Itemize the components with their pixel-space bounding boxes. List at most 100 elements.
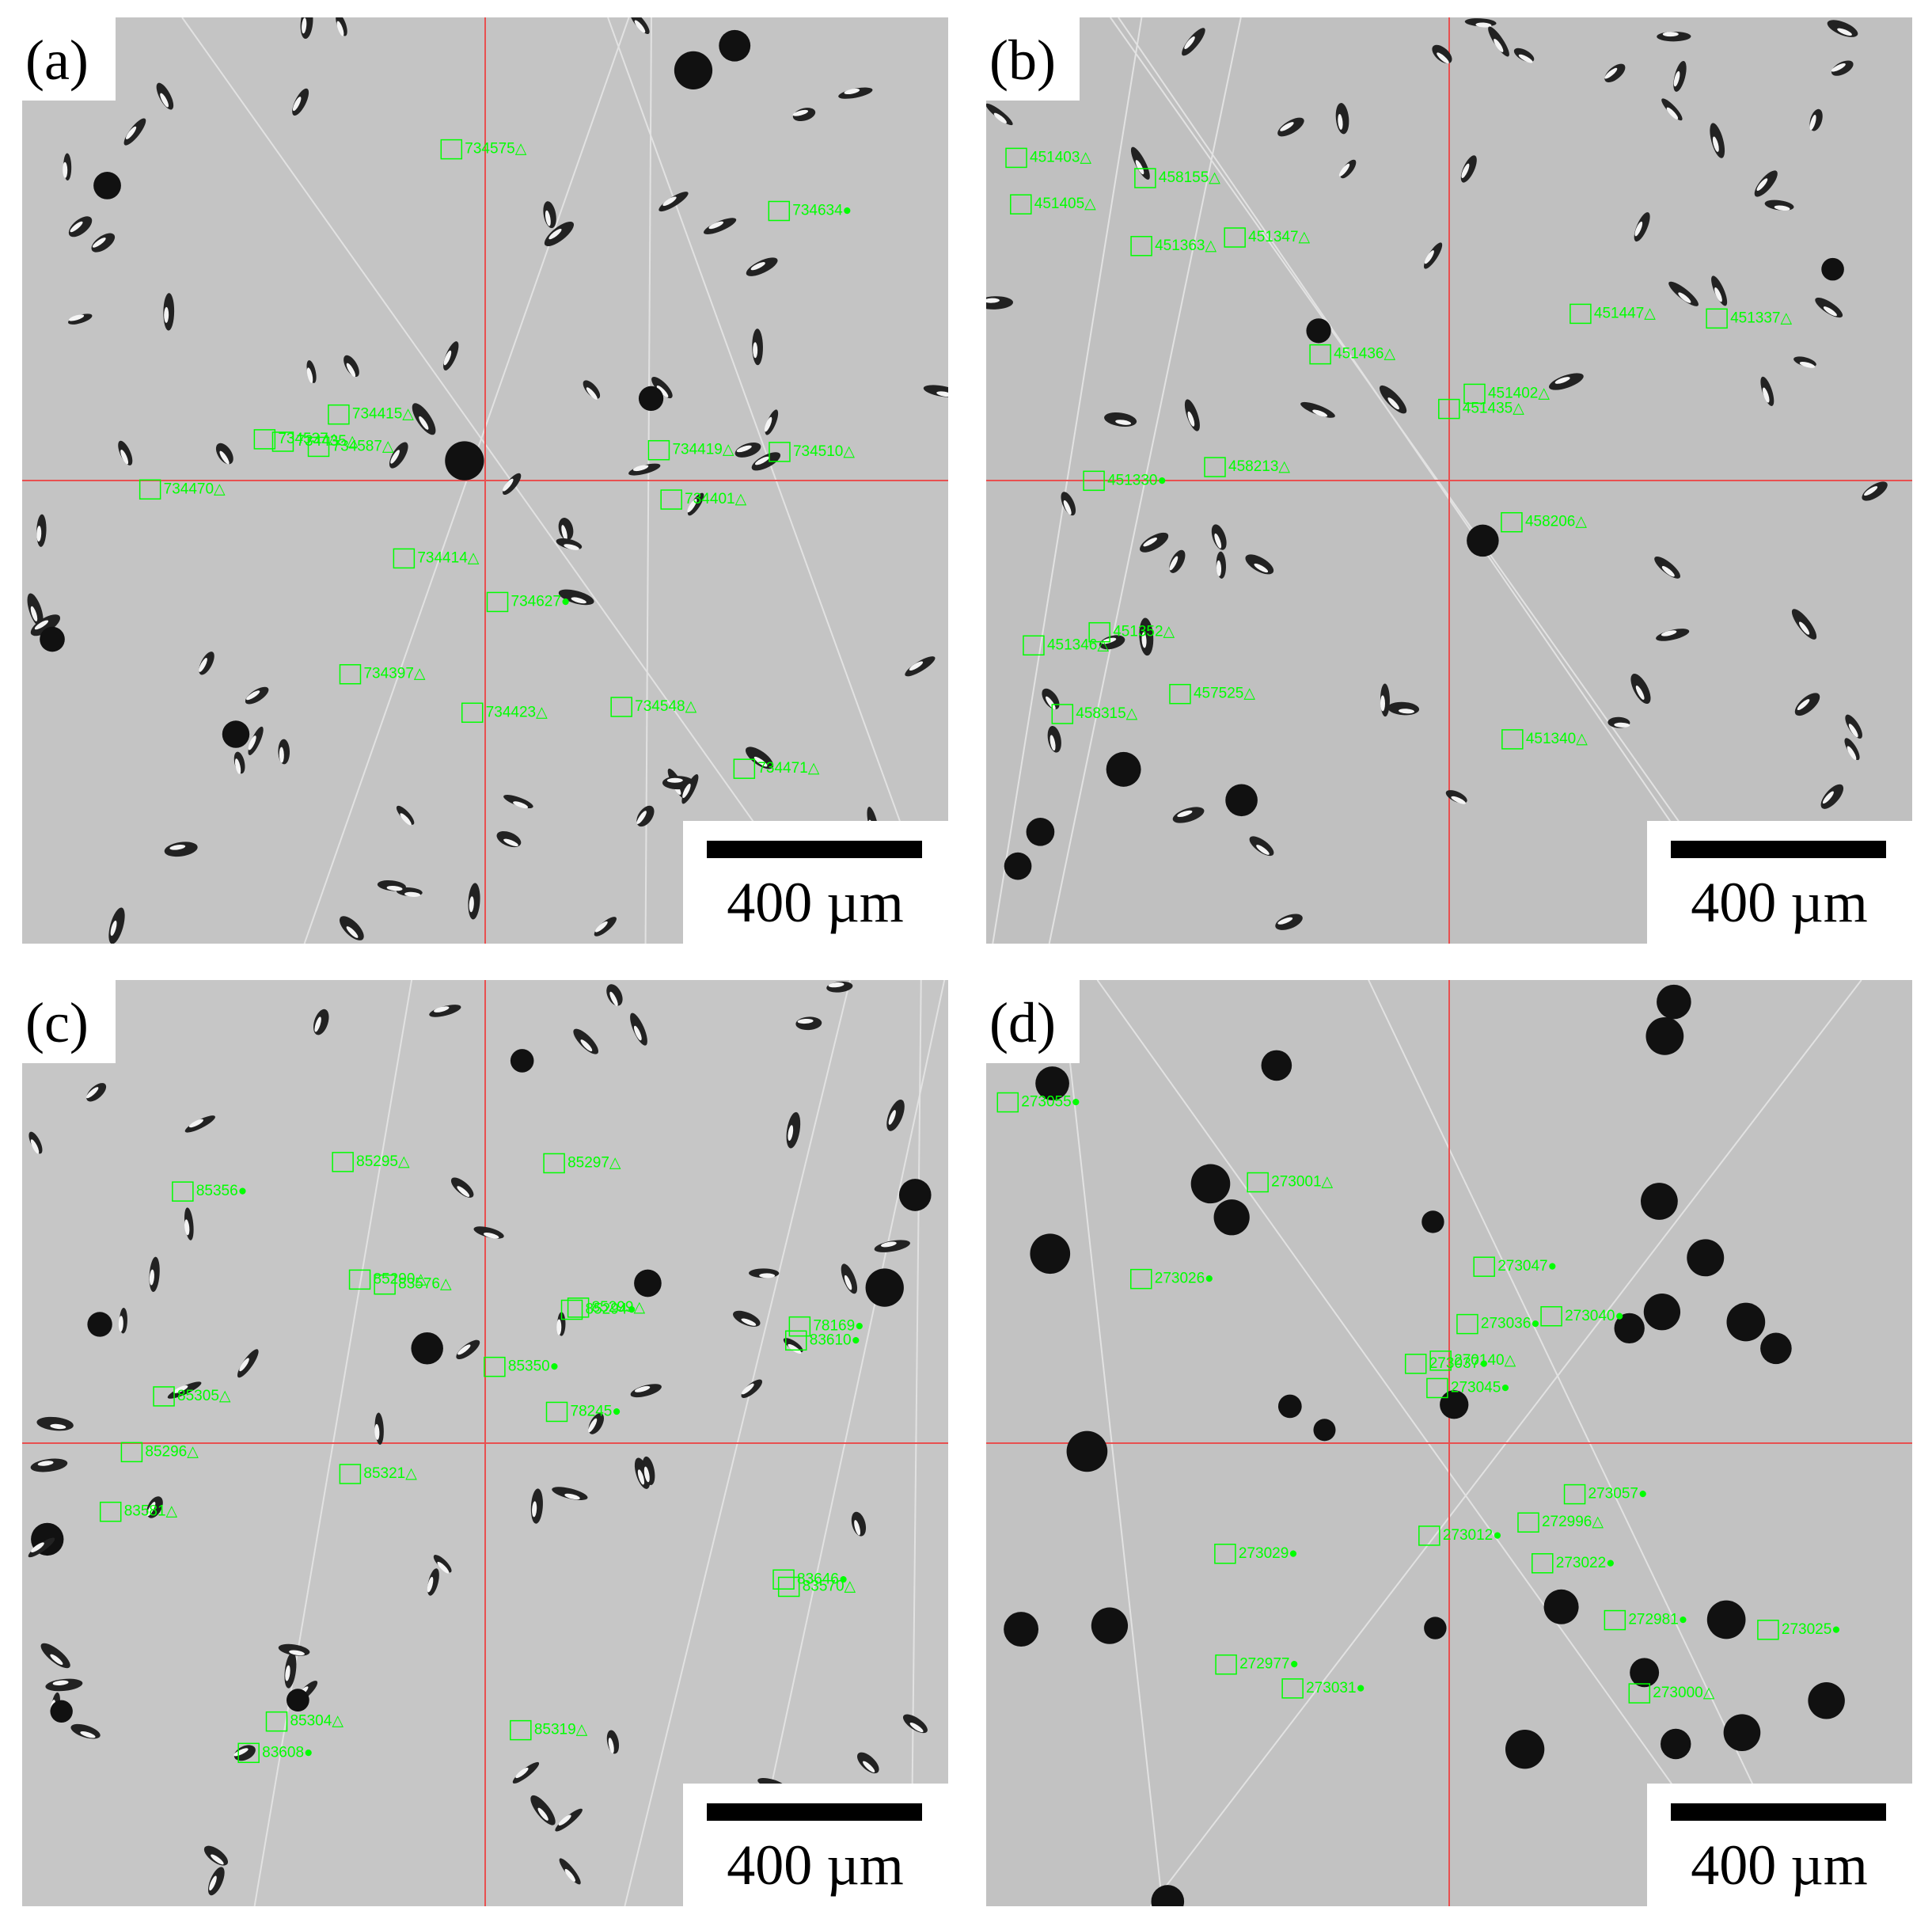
particle bbox=[1099, 635, 1125, 650]
particle-id: 734471△ bbox=[757, 760, 819, 777]
particle-highlight bbox=[1177, 810, 1193, 818]
scale-bar bbox=[1671, 841, 1886, 858]
particle bbox=[630, 1012, 647, 1046]
particle-highlight bbox=[31, 1542, 44, 1552]
particle-highlight bbox=[302, 17, 307, 34]
particle bbox=[923, 385, 948, 397]
pore bbox=[1723, 1714, 1761, 1752]
particle-id: 451346△ bbox=[1047, 636, 1109, 653]
particle-id: 734415△ bbox=[352, 406, 414, 423]
detection-box bbox=[1083, 470, 1105, 492]
particle-highlight bbox=[564, 544, 579, 550]
micrograph-panel: 272996△ 273036● 273000△ 273025● 273022● 27303… bbox=[986, 980, 1912, 1906]
particle-highlight bbox=[741, 1318, 757, 1326]
particle-highlight bbox=[687, 499, 697, 513]
particle-highlight bbox=[1661, 630, 1677, 636]
particle bbox=[86, 1083, 107, 1102]
particle bbox=[27, 593, 44, 627]
particle-highlight bbox=[68, 314, 85, 321]
pore bbox=[1614, 1313, 1645, 1344]
detection-box bbox=[1418, 1525, 1440, 1546]
particle-highlight bbox=[1635, 686, 1645, 700]
particle bbox=[1300, 401, 1335, 418]
particle-highlight bbox=[993, 112, 1007, 123]
particle-highlight bbox=[246, 690, 260, 701]
particle bbox=[1711, 275, 1728, 306]
scale-label: 400 µm bbox=[1691, 871, 1868, 934]
pore bbox=[865, 1268, 904, 1307]
particle bbox=[67, 313, 93, 325]
particle-id: 85305△ bbox=[177, 1388, 231, 1404]
particle bbox=[456, 1339, 480, 1360]
particle-highlight bbox=[1254, 563, 1269, 573]
particle bbox=[1211, 524, 1227, 550]
particle-id: 273047● bbox=[1497, 1258, 1557, 1275]
label-box bbox=[22, 980, 116, 1063]
detection-box bbox=[560, 1299, 583, 1320]
particle-id: 83581△ bbox=[124, 1503, 178, 1520]
pore bbox=[1151, 1885, 1185, 1906]
particle-highlight bbox=[844, 1275, 852, 1290]
particle-highlight bbox=[1604, 67, 1618, 79]
detection-box bbox=[545, 1401, 568, 1423]
particle-highlight bbox=[909, 1722, 924, 1733]
particle-highlight bbox=[1634, 221, 1643, 237]
particle bbox=[412, 403, 436, 435]
particle-highlight bbox=[986, 298, 1000, 303]
pore bbox=[1066, 1430, 1108, 1472]
particle-id: 83610● bbox=[810, 1332, 860, 1348]
particle-highlight bbox=[37, 1461, 54, 1466]
pore bbox=[1313, 1419, 1336, 1442]
particle-highlight bbox=[1809, 114, 1816, 131]
particle-id: 83646● bbox=[797, 1571, 848, 1587]
particle bbox=[704, 218, 737, 234]
detection-box bbox=[153, 1386, 175, 1407]
panel-label: (a) bbox=[25, 28, 89, 92]
particle-id: 451435△ bbox=[1463, 401, 1524, 417]
particle bbox=[450, 1177, 474, 1198]
particle-highlight bbox=[404, 891, 421, 897]
detection-box bbox=[307, 436, 330, 458]
particle-highlight bbox=[1714, 287, 1722, 302]
pore bbox=[1277, 1394, 1302, 1419]
particle-highlight bbox=[1115, 420, 1132, 425]
micrograph-panel: 451435△ 451337△ 451347△ 451346△451352△ 45134… bbox=[986, 17, 1912, 944]
particle bbox=[30, 614, 61, 636]
particle bbox=[123, 118, 146, 146]
detection-box bbox=[1247, 1172, 1269, 1193]
particle bbox=[28, 1131, 43, 1154]
particle bbox=[336, 17, 347, 36]
particle-id: 734510△ bbox=[793, 443, 855, 460]
particle-highlight bbox=[571, 597, 586, 604]
detection-box bbox=[1215, 1654, 1237, 1675]
particle-highlight bbox=[636, 811, 647, 824]
particle bbox=[628, 463, 661, 476]
pore bbox=[1190, 1164, 1231, 1204]
particle bbox=[1424, 242, 1443, 269]
detection-box bbox=[393, 548, 416, 569]
particle bbox=[594, 917, 617, 937]
particle-highlight bbox=[30, 1139, 40, 1154]
particle-highlight bbox=[1312, 409, 1328, 417]
particle-highlight bbox=[160, 93, 169, 108]
particle-highlight bbox=[637, 1469, 645, 1485]
particle-highlight bbox=[484, 1233, 499, 1239]
particle-highlight bbox=[1338, 163, 1350, 177]
pore bbox=[1543, 1589, 1579, 1624]
particle-id: 273026● bbox=[1155, 1271, 1214, 1287]
particle-highlight bbox=[844, 88, 860, 95]
detection-box bbox=[777, 1576, 800, 1598]
particle bbox=[838, 87, 873, 99]
pore bbox=[1035, 1066, 1069, 1100]
particle bbox=[629, 17, 650, 34]
detection-box bbox=[1134, 168, 1156, 188]
particle-id: 85297△ bbox=[567, 1154, 621, 1171]
particle bbox=[512, 1761, 540, 1784]
detection-box bbox=[1051, 704, 1074, 724]
detection-box bbox=[271, 431, 294, 452]
particle-highlight bbox=[750, 262, 765, 271]
particle-highlight bbox=[515, 1767, 529, 1779]
particle-highlight bbox=[537, 1807, 548, 1821]
particle-highlight bbox=[1847, 746, 1857, 760]
